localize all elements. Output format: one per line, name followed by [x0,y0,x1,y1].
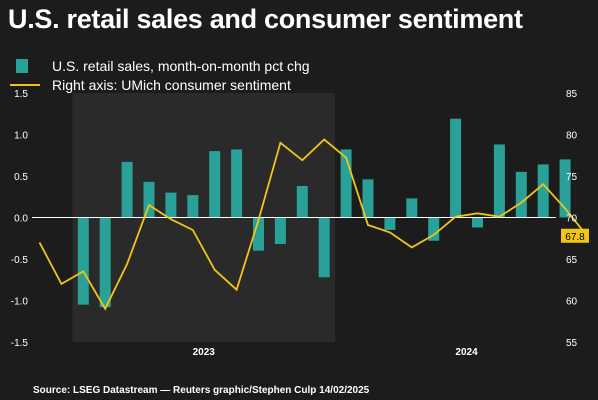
left-tick-label: 1.0 [14,131,28,142]
bar [318,217,330,278]
bar [99,217,111,308]
right-axis: 85 80 75 70 65 60 55 [566,89,578,349]
bar [165,192,177,218]
legend-item-sentiment: Right axis: UMich consumer sentiment [10,75,310,94]
last-value-text: 67.8 [565,232,585,243]
left-tick-label: 1.5 [14,89,28,100]
x-tick-label: 2024 [455,347,478,358]
right-tick-label: 65 [566,255,578,266]
left-tick-label: -1.5 [11,338,29,349]
right-tick-label: 85 [566,89,578,100]
bar [493,144,505,218]
legend-swatch-line [10,83,40,86]
bar [406,198,418,218]
bar [121,161,133,218]
right-tick-label: 80 [566,131,578,142]
bar [559,159,571,218]
bar [187,195,199,218]
bar [340,149,352,218]
bar [143,181,155,218]
bar [231,149,243,218]
legend-label-sentiment: Right axis: UMich consumer sentiment [52,76,291,93]
source-note: Source: LSEG Datastream — Reuters graphi… [33,385,370,396]
right-tick-label: 60 [566,297,578,308]
legend-swatch-bar [16,58,28,73]
bar [515,171,527,218]
bar-series [77,118,571,308]
last-value-badge [561,228,589,243]
bar [296,185,308,218]
bar [472,217,483,228]
bar [253,217,264,251]
right-tick-label: 55 [566,338,578,349]
right-tick-label: 75 [566,172,578,183]
legend-item-retail-sales: U.S. retail sales, month-on-month pct ch… [10,56,310,75]
x-tick-label: 2023 [193,347,216,358]
chart-title: U.S. retail sales and consumer sentiment [8,4,523,34]
legend: U.S. retail sales, month-on-month pct ch… [10,56,310,94]
left-tick-label: 0.0 [14,214,28,225]
right-tick-label: 70 [566,214,578,225]
bar [384,217,396,230]
last-value-label: 67.8 [561,228,589,243]
left-tick-label: -1.0 [11,297,29,308]
bar [362,179,374,218]
x-axis: 2023 2024 [193,347,478,358]
left-axis: 1.5 1.0 0.5 0.0 -0.5 -1.0 -1.5 [11,89,29,349]
bar [77,217,89,305]
left-tick-label: -0.5 [11,255,29,266]
bar [274,217,286,245]
bar [428,217,440,241]
left-tick-label: 0.5 [14,172,28,183]
sentiment-line [38,138,588,311]
bar [209,151,221,218]
bar [537,164,549,218]
legend-label-retail-sales: U.S. retail sales, month-on-month pct ch… [52,57,310,74]
bar [450,118,462,218]
